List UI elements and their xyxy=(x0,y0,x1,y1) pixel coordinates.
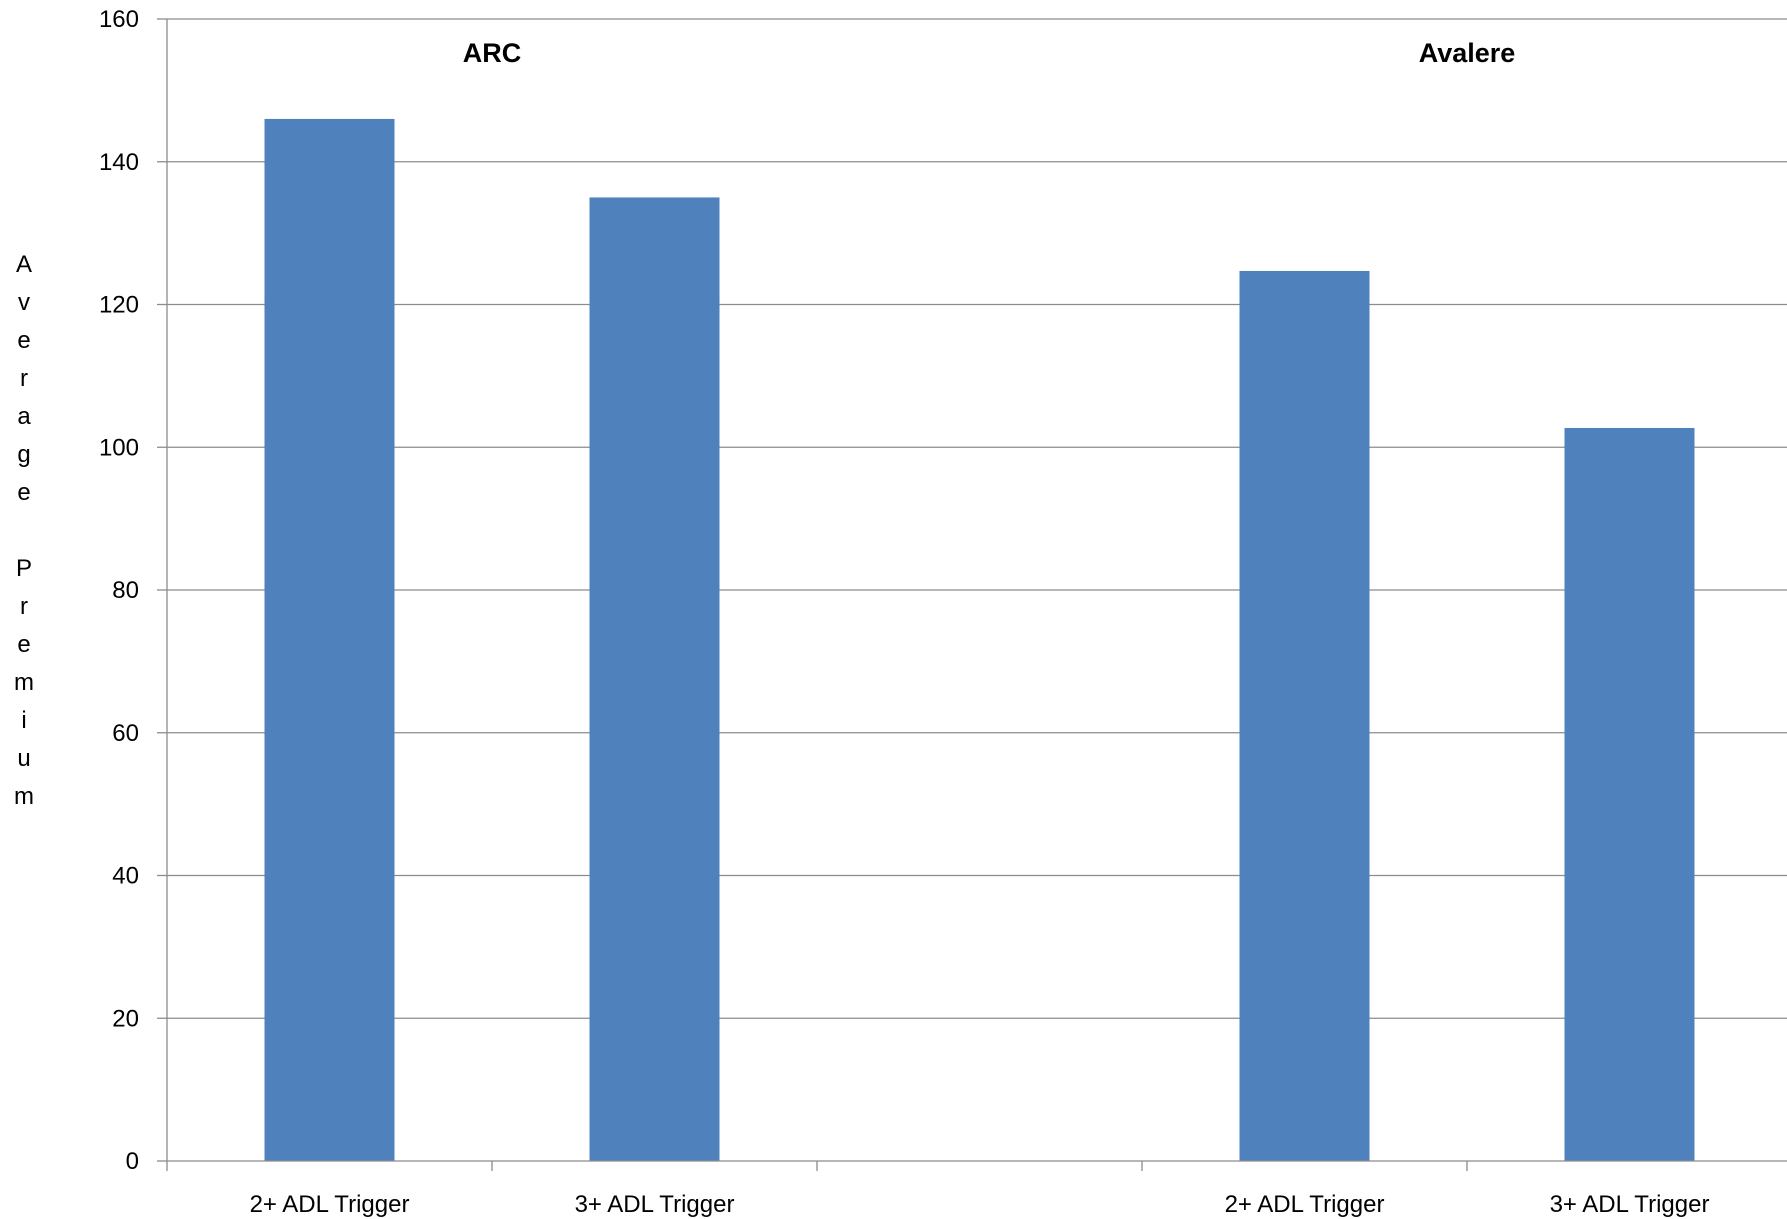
y-axis-label-char: e xyxy=(17,327,30,354)
y-axis-label-char: u xyxy=(17,745,30,772)
x-category-label: 2+ ADL Trigger xyxy=(1225,1191,1385,1218)
y-tick-label: 160 xyxy=(99,6,139,33)
y-axis-label-char: r xyxy=(20,365,28,392)
y-axis-label-char: m xyxy=(14,669,34,696)
y-axis-label-char: A xyxy=(16,251,32,278)
y-axis-label-char: i xyxy=(21,707,26,734)
x-tick-labels: 2+ ADL Trigger 3+ ADL Trigger 2+ ADL Trigg… xyxy=(250,1191,1710,1218)
gridlines xyxy=(167,18,1787,1019)
y-axis-label-char: P xyxy=(16,555,32,582)
x-category-label: 3+ ADL Trigger xyxy=(1550,1191,1710,1218)
y-tick-label: 40 xyxy=(112,863,139,890)
y-axis-label-char: e xyxy=(17,479,30,506)
group-label: ARC xyxy=(463,38,522,68)
bar xyxy=(589,197,720,1161)
y-axis-label-char: g xyxy=(17,441,30,468)
bar xyxy=(1239,270,1370,1161)
axes xyxy=(157,18,1787,1171)
group-label: Avalere xyxy=(1419,38,1516,68)
y-axis-label-char: r xyxy=(20,593,28,620)
y-axis-label-char: a xyxy=(17,403,31,430)
bar xyxy=(264,118,395,1161)
bars xyxy=(264,118,1695,1161)
y-tick-label: 80 xyxy=(112,577,139,604)
group-labels: ARC Avalere xyxy=(463,38,1516,68)
bar xyxy=(1564,427,1695,1161)
y-axis-label-char: e xyxy=(17,631,30,658)
y-axis-label-char: v xyxy=(18,289,30,316)
x-category-label: 2+ ADL Trigger xyxy=(250,1191,410,1218)
y-tick-label: 0 xyxy=(126,1148,139,1175)
y-tick-labels: 0 20 40 60 80 100 120 140 160 xyxy=(99,6,139,1175)
y-tick-label: 140 xyxy=(99,149,139,176)
y-tick-label: 120 xyxy=(99,292,139,319)
y-tick-label: 60 xyxy=(112,720,139,747)
y-tick-label: 100 xyxy=(99,434,139,461)
x-category-label: 3+ ADL Trigger xyxy=(575,1191,735,1218)
y-axis-label-char: m xyxy=(14,783,34,810)
y-tick-label: 20 xyxy=(112,1005,139,1032)
